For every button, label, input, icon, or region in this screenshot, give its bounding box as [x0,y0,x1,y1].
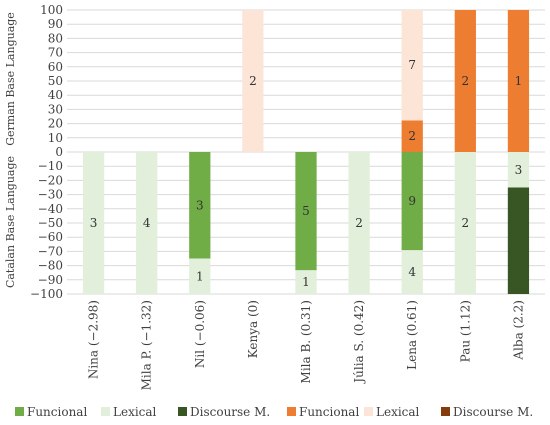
data-label: 7 [408,58,416,72]
legend-swatch [287,407,296,416]
data-label: 2 [462,216,470,230]
data-label: 3 [196,198,204,212]
x-tick-label: Mila P. (−1.32) [140,300,154,390]
y-tick-label: −10 [38,159,63,173]
y-tick-label: 10 [48,131,63,145]
x-tick-label: Pau (1.12) [458,300,472,362]
y-tick-label: −90 [38,273,63,287]
data-label: 4 [143,216,151,230]
x-axis-ticks: Nina (−2.98) Mila P. (−1.32) Nil (−0.06) Ke… [87,300,526,390]
y-tick-label: −50 [38,216,63,230]
legend-item: Funcional [15,405,87,419]
bar-segment [507,10,530,152]
bar-segment [454,10,476,152]
bar-segment [507,152,530,188]
legend-label: Discourse M. [453,405,533,419]
legend-swatch [364,407,373,416]
bar-segment [348,152,370,294]
legend-swatch [441,407,450,416]
y-tick-label: −20 [38,173,63,187]
x-tick-label: Nil (−0.06) [193,300,207,368]
y-tick-label: 20 [48,117,63,131]
y-tick-label: −70 [38,244,63,258]
legend-label: Lexical [113,405,157,419]
y-tick-label: 100 [40,3,63,17]
bar-segment [401,120,423,152]
legend: Funcional Lexical Discourse M. Funcional Lex… [15,405,533,419]
legend-item: Lexical [101,405,157,419]
data-label: 2 [249,74,257,88]
bars: 3 5 9 3 4 1 1 2 4 2 3 2 2 1 2 7 [82,10,530,294]
y-tick-label: 0 [55,145,63,159]
bar-segment [295,152,317,271]
bar-segment [136,152,158,294]
data-label: 3 [90,216,98,230]
bar-segment [401,152,423,251]
y-tick-label: 40 [48,88,63,102]
legend-item: Lexical [364,405,420,419]
bar-segment [82,152,105,294]
bar-segment [189,152,211,259]
y-tick-label: −30 [38,188,63,202]
legend-item: Discourse M. [441,405,533,419]
legend-swatch [15,407,24,416]
y-tick-label: 30 [48,102,63,116]
data-label: 3 [515,163,523,177]
y-tick-label: −100 [30,287,63,301]
x-tick-label: Nina (−2.98) [87,300,101,379]
data-label: 9 [408,194,416,208]
legend-swatch [101,407,110,416]
bar-segment [242,10,264,152]
bar-segment [401,250,423,294]
legend-item: Discourse M. [178,405,270,419]
y-axis-ticks: 1009080706050403020100−10−20−30−40−50−60… [30,3,63,301]
y-tick-label: −60 [38,230,63,244]
bar-segment [454,152,476,294]
data-label: 1 [302,275,310,289]
y-tick-label: −80 [38,259,63,273]
y-axis-title-bottom: Catalan Base Language [4,156,17,288]
y-tick-label: 70 [48,46,63,60]
y-tick-label: 90 [48,17,63,31]
data-label: 2 [408,129,416,143]
data-label: 1 [515,74,523,88]
data-label: 5 [302,204,310,218]
data-label: 1 [196,269,204,283]
legend-label: Discourse M. [190,405,270,419]
y-tick-label: 60 [48,60,63,74]
y-axis-titles: German Base Language Catalan Base Langua… [4,12,17,288]
y-tick-label: 80 [48,31,63,45]
bar-segment [507,187,530,294]
y-tick-label: −40 [38,202,63,216]
x-tick-label: Júlia S. (0.42) [352,300,366,385]
bar-segment [295,270,317,294]
x-tick-label: Mila B. (0.31) [299,300,313,383]
legend-swatch [178,407,187,416]
x-tick-label: Kenya (0) [246,300,260,358]
legend-label: Lexical [376,405,420,419]
x-tick-label: Alba (2.2) [511,300,525,361]
legend-item: Funcional [287,405,359,419]
y-tick-label: 50 [48,74,63,88]
legend-label: Funcional [299,405,359,419]
legend-label: Funcional [27,405,87,419]
data-label: 2 [355,216,363,230]
data-label: 4 [408,265,416,279]
x-tick-label: Lena (0.61) [405,300,419,370]
bar-segment [401,10,423,121]
y-axis-title-top: German Base Language [4,12,17,146]
data-label: 2 [462,74,470,88]
bar-segment [189,258,211,294]
